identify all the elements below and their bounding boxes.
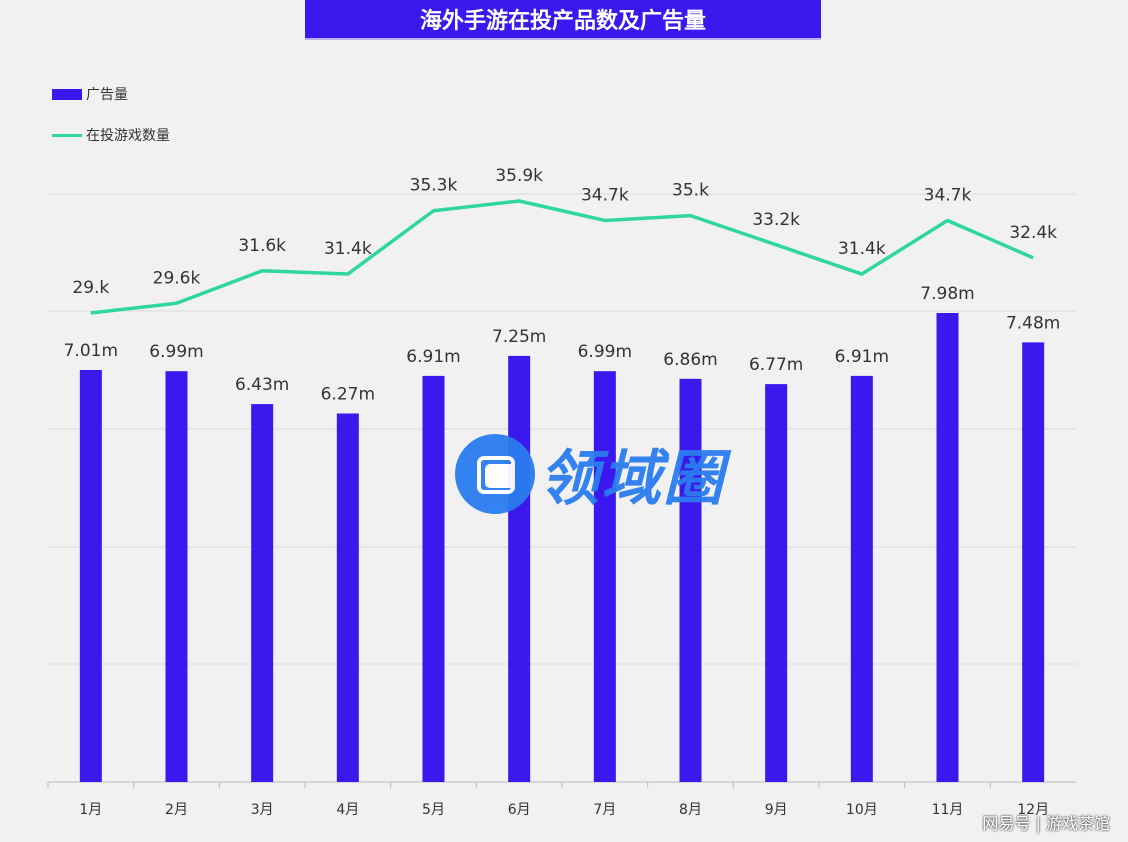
line-data-label: 35.k [672,181,709,201]
bar-data-label: 6.99m [149,342,203,362]
watermark: 领域圈 [455,430,725,517]
bar [593,371,616,782]
legend-line: 在投游戏数量 [52,125,170,145]
x-tick-label: 1月 [79,802,102,818]
x-tick-label: 6月 [508,802,531,818]
line-data-label: 35.3k [410,176,458,196]
bar-data-label: 6.43m [235,375,289,395]
x-tick-label: 9月 [765,802,788,818]
bar-data-label: 7.25m [492,327,546,347]
bar-data-label: 6.99m [578,342,632,362]
bar [765,384,788,782]
line-data-label: 34.7k [924,185,972,205]
bar [165,371,188,782]
legend-line-label: 在投游戏数量 [86,128,170,144]
watermark-text: 领域圈 [539,444,725,514]
line-data-label: 29.k [72,278,109,298]
bar [508,355,531,782]
legend-line-swatch [52,133,82,137]
bar-data-label: 6.77m [749,355,803,375]
x-tick-label: 5月 [422,802,445,818]
bar [422,375,445,782]
chart-title: 海外手游在投产品数及广告量 [305,0,821,40]
watermark-logo-icon [455,433,535,514]
x-tick-label: 11月 [932,802,964,818]
bar-data-label: 7.48m [1006,313,1060,333]
bar [79,370,102,782]
x-tick-label: 3月 [251,802,274,818]
x-tick-label: 2月 [165,802,188,818]
x-tick-label: 10月 [846,802,878,818]
legend-bar-label: 广告量 [86,87,128,103]
x-tick-label: 4月 [336,802,359,818]
line-data-label: 31.6k [238,236,286,256]
line-data-label: 35.9k [495,166,543,186]
bar [850,375,873,782]
bar [936,313,959,782]
line-data-label: 33.2k [752,210,800,230]
bar [679,378,702,782]
bar [251,404,274,782]
line-series [90,199,1034,315]
bar [1022,342,1045,782]
bar-data-label: 6.86m [663,350,717,370]
line-data-label: 34.7k [581,185,629,205]
bar-data-label: 6.91m [406,347,460,367]
line-data-label: 31.4k [838,239,886,259]
line-data-label: 32.4k [1009,223,1057,243]
bar-data-label: 7.01m [64,341,118,361]
source-credit: 网易号 | 游戏茶馆 [982,814,1110,833]
legend-bar-swatch [52,88,82,100]
bar-data-label: 6.27m [321,385,375,405]
bar-data-label: 6.91m [835,347,889,367]
line-data-label: 29.6k [153,268,201,288]
x-tick-label: 8月 [679,802,702,818]
legend-bar: 广告量 [52,84,128,104]
x-tick-label: 7月 [593,802,616,818]
x-tick-label: 12月 [1017,802,1049,818]
bar [336,413,359,782]
line-data-label: 31.4k [324,239,372,259]
bar-data-label: 7.98m [920,284,974,304]
